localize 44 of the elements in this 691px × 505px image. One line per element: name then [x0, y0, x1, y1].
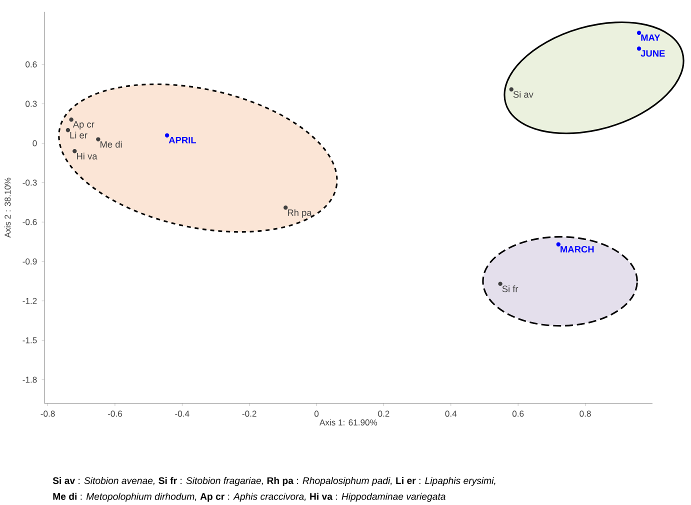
point [556, 242, 561, 246]
x-tick-label: -0.2 [242, 410, 256, 417]
x-tick-label: -0.6 [108, 410, 122, 417]
x-tick-label: 0 [314, 410, 319, 417]
point [164, 133, 170, 138]
data-label: Li er [70, 132, 88, 138]
y-tick-label: -1.8 [22, 376, 37, 383]
data-label: APRIL [168, 136, 196, 144]
x-tick-label: 0.6 [512, 410, 524, 417]
data-label: Rh pa [288, 209, 312, 218]
y-tick-label: 0 [32, 140, 37, 146]
point [636, 30, 642, 35]
x-tick-label: 0.2 [378, 410, 390, 417]
y-tick-label: -0.3 [22, 180, 37, 186]
text: Me di : Metopolophium dirhodum, Ap cr : Aphis craccivora, Hi va : Hippodaminae variegata [53, 492, 446, 502]
data-label: MARCH [560, 246, 594, 252]
y-tick-label: -0.6 [22, 218, 37, 226]
x-tick-label: 0.8 [580, 410, 591, 417]
y-tick-label: -0.9 [22, 258, 37, 264]
y-tick-label: -1.2 [22, 298, 37, 304]
text: Si av : Sitobion avenae, Si fr : Sitobion fragariae, Rh pa : Rhopalosiphum padi, Li er : Lipaphis erysimi, [52, 476, 496, 486]
data-label: MAY [641, 34, 660, 41]
data-label: Si fr [502, 285, 518, 292]
data-label: Ap cr [72, 121, 94, 130]
point [96, 137, 100, 142]
data-label: Hi va [77, 152, 98, 160]
point [498, 282, 502, 286]
point [636, 46, 642, 51]
y-tick-label: 0.6 [26, 61, 37, 68]
point [509, 87, 514, 92]
point [66, 128, 70, 132]
y-axis-title: Axis 2 : 38.10% [4, 178, 11, 238]
point [284, 205, 288, 210]
data-label: Si av [513, 90, 534, 98]
x-tick-label: -0.4 [175, 410, 190, 417]
data-label: JUNE [640, 50, 665, 57]
data-label: Me di [100, 140, 122, 148]
point [72, 148, 77, 154]
x-axis-title: Axis 1: 61.90% [319, 419, 378, 426]
x-tick-label: -0.8 [40, 410, 55, 417]
x-tick-label: 0.4 [445, 410, 457, 417]
y-tick-label: 0.3 [26, 100, 37, 107]
y-tick-label: -1.5 [22, 337, 37, 344]
point [69, 117, 74, 122]
